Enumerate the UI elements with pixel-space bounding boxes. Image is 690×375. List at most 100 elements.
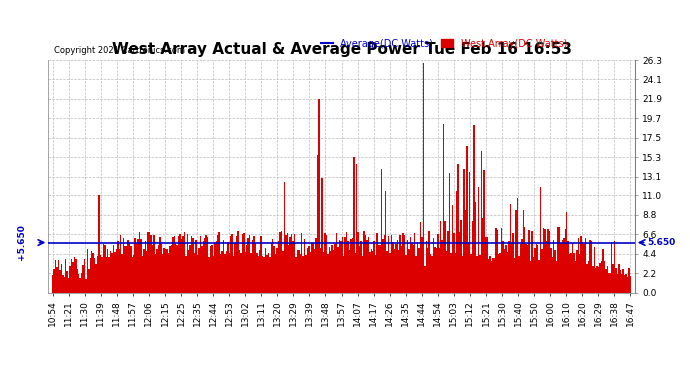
Bar: [580, 236, 582, 292]
Bar: [137, 238, 139, 292]
Bar: [237, 231, 239, 292]
Bar: [444, 221, 446, 292]
Bar: [596, 266, 598, 292]
Bar: [480, 151, 482, 292]
Bar: [282, 251, 284, 292]
Bar: [543, 228, 544, 292]
Bar: [340, 242, 342, 292]
Bar: [602, 249, 604, 292]
Bar: [529, 230, 530, 292]
Bar: [381, 169, 382, 292]
Bar: [629, 268, 630, 292]
Bar: [195, 240, 197, 292]
Bar: [169, 246, 170, 292]
Bar: [177, 245, 178, 292]
Bar: [139, 232, 140, 292]
Bar: [508, 241, 509, 292]
Bar: [521, 239, 522, 292]
Bar: [223, 240, 224, 292]
Bar: [411, 243, 413, 292]
Bar: [534, 248, 535, 292]
Bar: [327, 254, 328, 292]
Bar: [121, 254, 123, 292]
Bar: [547, 228, 549, 292]
Bar: [136, 243, 137, 292]
Bar: [440, 221, 442, 292]
Bar: [500, 253, 501, 292]
Bar: [357, 232, 359, 292]
Bar: [530, 261, 531, 292]
Bar: [277, 248, 278, 292]
Bar: [612, 264, 614, 292]
Bar: [406, 240, 408, 292]
Bar: [221, 251, 223, 292]
Bar: [463, 169, 464, 292]
Bar: [336, 232, 337, 292]
Bar: [377, 245, 380, 292]
Bar: [415, 256, 417, 292]
Bar: [231, 234, 233, 292]
Bar: [339, 240, 340, 292]
Bar: [240, 253, 241, 292]
Bar: [69, 266, 71, 292]
Bar: [347, 241, 348, 292]
Bar: [605, 269, 607, 292]
Bar: [598, 267, 600, 292]
Bar: [304, 239, 306, 292]
Bar: [551, 257, 553, 292]
Bar: [92, 253, 94, 292]
Bar: [589, 240, 591, 292]
Bar: [517, 198, 518, 292]
Bar: [369, 252, 371, 292]
Bar: [194, 253, 195, 292]
Bar: [159, 237, 161, 292]
Bar: [133, 255, 135, 292]
Bar: [281, 231, 282, 292]
Bar: [430, 254, 431, 292]
Bar: [259, 250, 260, 292]
Bar: [562, 240, 563, 292]
Bar: [615, 268, 617, 292]
Bar: [511, 243, 513, 292]
Bar: [493, 258, 495, 292]
Bar: [443, 123, 444, 292]
Bar: [501, 228, 502, 292]
Bar: [572, 243, 573, 292]
Bar: [307, 248, 308, 292]
Bar: [627, 277, 629, 292]
Bar: [227, 242, 228, 292]
Bar: [424, 266, 426, 292]
Bar: [402, 234, 404, 292]
Bar: [437, 234, 439, 292]
Bar: [426, 241, 427, 292]
Bar: [198, 248, 199, 292]
Bar: [156, 249, 157, 292]
Bar: [226, 251, 227, 292]
Bar: [398, 250, 400, 292]
Bar: [58, 260, 59, 292]
Bar: [413, 245, 414, 292]
Bar: [239, 250, 240, 292]
Bar: [153, 235, 155, 292]
Bar: [410, 237, 411, 292]
Legend: Average(DC Watts), West Array(DC Watts): Average(DC Watts), West Array(DC Watts): [317, 34, 571, 53]
Bar: [230, 236, 231, 292]
Bar: [57, 267, 58, 292]
Bar: [475, 202, 476, 292]
Bar: [181, 239, 182, 292]
Bar: [453, 233, 455, 292]
Bar: [164, 248, 165, 292]
Bar: [322, 178, 323, 292]
Bar: [215, 241, 217, 292]
Bar: [421, 237, 423, 292]
Bar: [210, 246, 211, 292]
Bar: [68, 278, 69, 292]
Bar: [273, 246, 275, 292]
Bar: [492, 258, 493, 292]
Bar: [567, 241, 569, 292]
Bar: [359, 246, 360, 292]
Bar: [308, 246, 310, 292]
Bar: [391, 235, 392, 292]
Bar: [609, 273, 611, 292]
Bar: [356, 164, 357, 292]
